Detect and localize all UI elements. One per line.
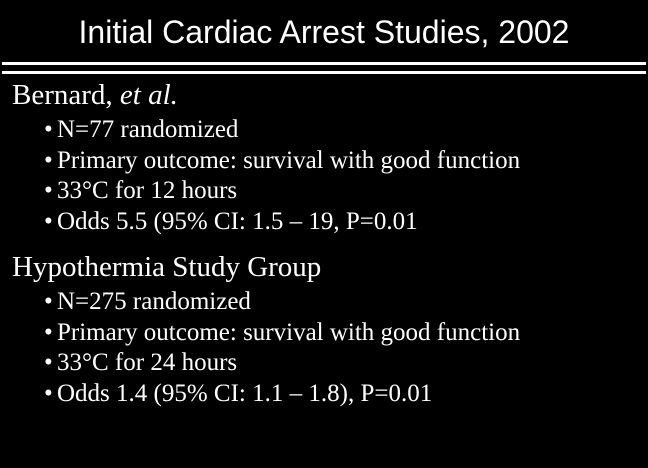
bullet-text: N=275 randomized [57, 288, 251, 315]
bullet-item: • Odds 1.4 (95% CI: 1.1 – 1.8), P=0.01 [44, 379, 644, 410]
bullet-item: • N=77 randomized [44, 115, 644, 146]
bullet-item: • Primary outcome: survival with good fun… [44, 318, 644, 349]
bullet-text: Odds 1.4 (95% CI: 1.1 – 1.8), P=0.01 [57, 379, 433, 407]
heading-text: Hypothermia Study Group [12, 251, 322, 283]
bullet-item: • 33°C for 24 hours [44, 348, 644, 379]
bullet-text: 33°C for 24 hours [57, 349, 238, 376]
section-heading: Hypothermia Study Group [12, 250, 644, 284]
bullet-dot: • [44, 349, 53, 376]
bullet-item: • 33°C for 12 hours [44, 176, 644, 207]
bullet-text: Odds 5.5 (95% CI: 1.5 – 19, P=0.01 [57, 207, 418, 235]
bullet-dot: • [44, 379, 53, 407]
title-rule-top [2, 62, 646, 65]
heading-citation: et al. [112, 79, 178, 111]
slide-title: Initial Cardiac Arrest Studies, 2002 [78, 14, 570, 50]
bullet-dot: • [44, 146, 53, 174]
bullet-text: N=77 randomized [57, 116, 239, 143]
bullet-item: • Odds 5.5 (95% CI: 1.5 – 19, P=0.01 [44, 207, 644, 238]
bullet-item: • Primary outcome: survival with good fun… [44, 146, 644, 177]
bullet-dot: • [44, 116, 53, 143]
title-rule-bottom [2, 71, 646, 74]
heading-text: Bernard, [12, 79, 113, 111]
bullet-list: • N=77 randomized • Primary outcome: survi… [12, 115, 644, 237]
bullet-text: 33°C for 12 hours [57, 177, 238, 204]
bullet-text: Primary outcome: survival with good func… [57, 318, 521, 346]
bullet-list: • N=275 randomized • Primary outcome: surv… [12, 287, 644, 409]
bullet-item: • N=275 randomized [44, 287, 644, 318]
section-bernard: Bernard, et al. • N=77 randomized • Primar… [12, 78, 644, 237]
bullet-dot: • [44, 288, 53, 315]
bullet-text: Primary outcome: survival with good func… [57, 146, 521, 174]
bullet-dot: • [44, 177, 53, 204]
bullet-dot: • [44, 318, 53, 346]
bullet-dot: • [44, 207, 53, 235]
section-hypothermia-study-group: Hypothermia Study Group • N=275 randomize… [12, 250, 644, 409]
section-heading: Bernard, et al. [12, 78, 644, 112]
